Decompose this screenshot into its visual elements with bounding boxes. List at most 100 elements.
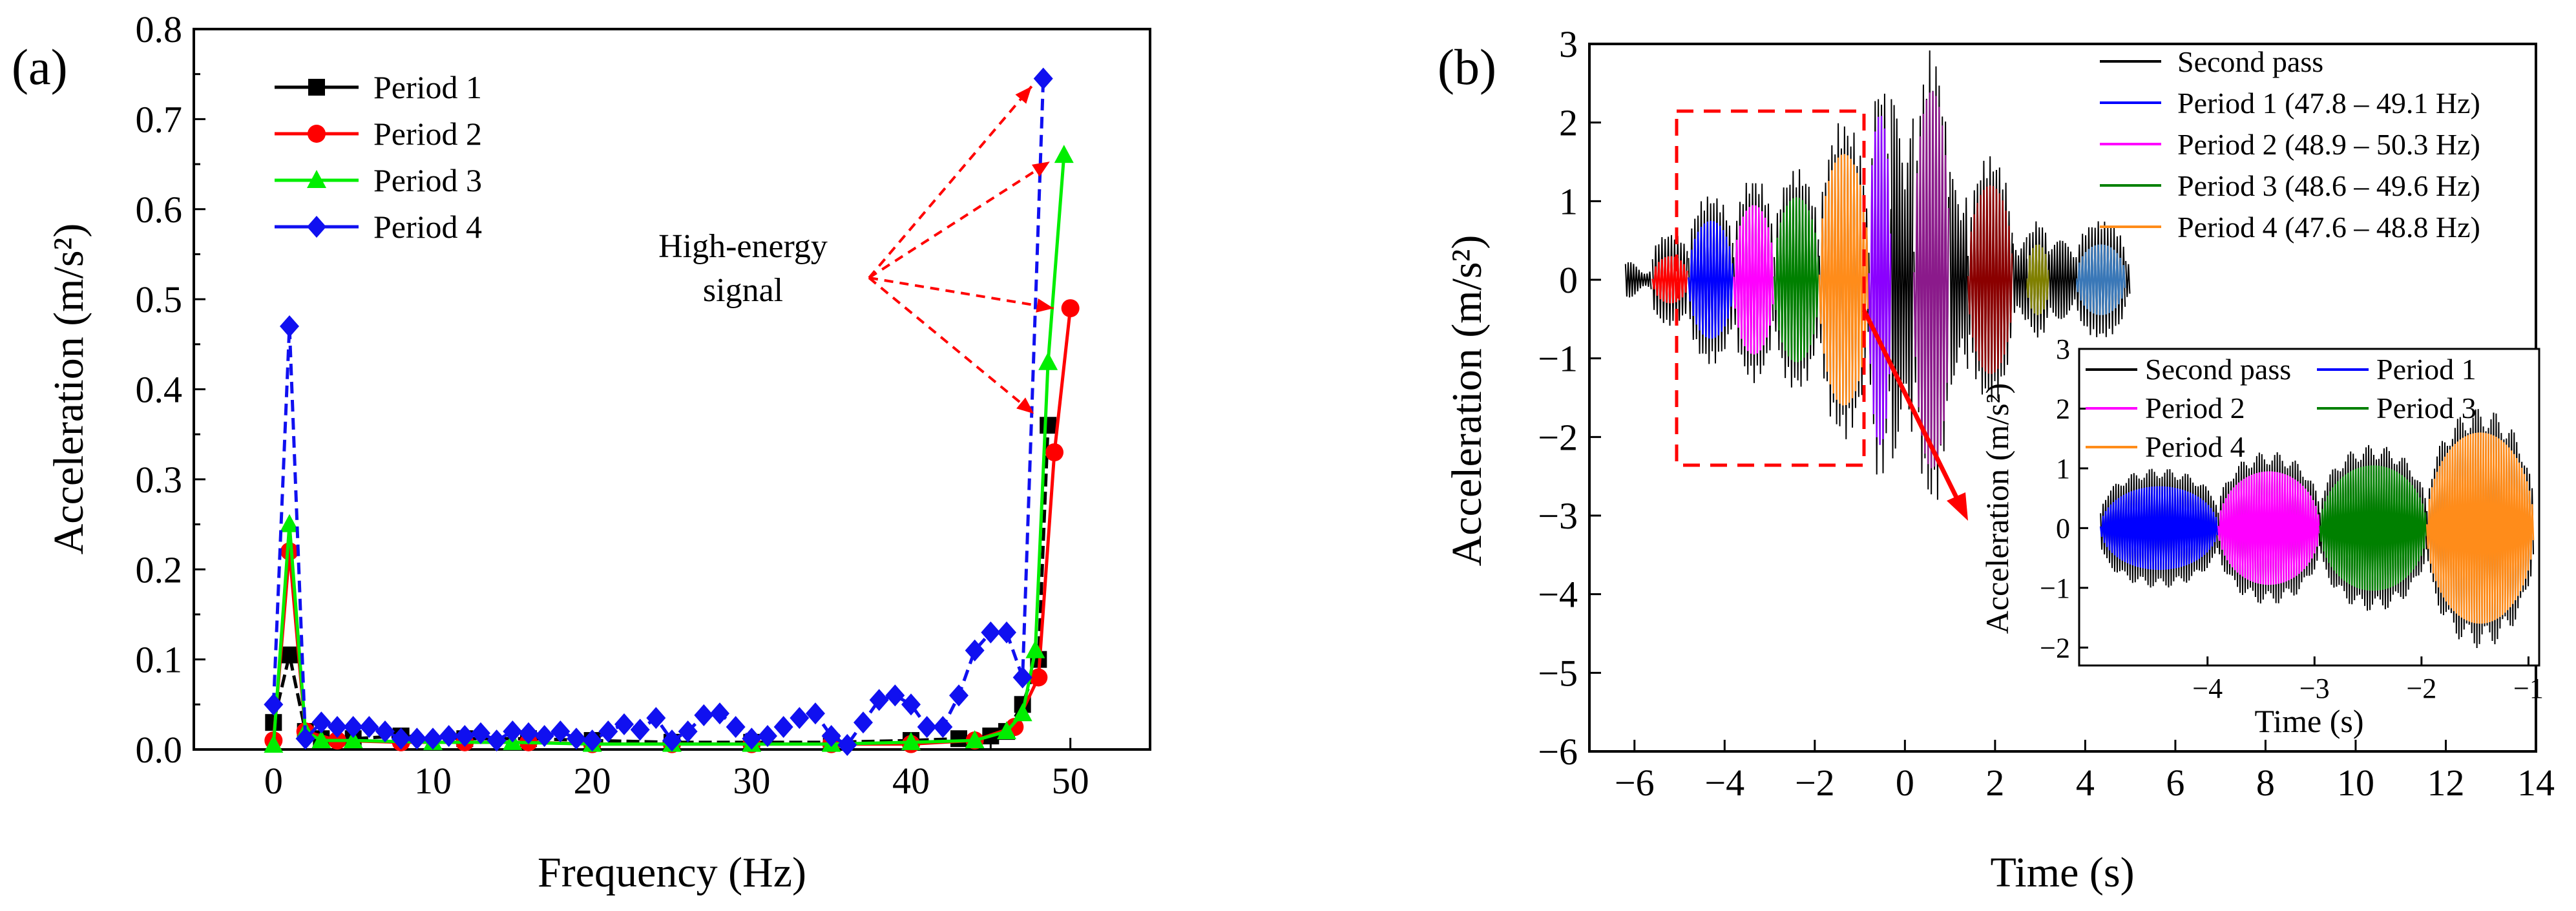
x-tick-label: 0 (264, 760, 283, 802)
triangle-marker (901, 731, 921, 750)
x-tick-label: 20 (574, 760, 611, 802)
circle-marker (308, 125, 326, 143)
circle-marker (1061, 299, 1080, 318)
inset-x-tick-label: −2 (2406, 673, 2436, 704)
diamond-marker (455, 725, 475, 748)
diamond-marker (901, 693, 921, 716)
inset-y-tick-label: −2 (2040, 632, 2070, 664)
inset-x-tick-label: −3 (2299, 673, 2330, 704)
diamond-marker (567, 728, 586, 750)
diamond-marker (503, 720, 523, 743)
panel-a-label: (a) (12, 39, 68, 95)
inset-legend-label: Period 2 (2145, 392, 2245, 424)
period-trace (1868, 116, 1892, 445)
annotation-arrow-head (1036, 298, 1054, 313)
zoom-arrow-head (1947, 492, 1968, 521)
annotation-arrow (868, 277, 1035, 415)
diamond-marker (295, 728, 315, 750)
diamond-marker (280, 315, 299, 337)
diamond-marker (582, 729, 602, 752)
x-tick-label: 12 (2427, 762, 2464, 804)
triangle-marker (307, 170, 326, 188)
panel-a-ylabel: Acceleration (m/s²) (45, 224, 92, 555)
annotation-arrow-head (1015, 86, 1032, 104)
panel-a-xlabel: Frequency (Hz) (538, 849, 806, 896)
diamond-marker (933, 716, 953, 738)
diamond-marker (423, 728, 443, 750)
triangle-marker (311, 730, 331, 749)
panel-b-label: (b) (1438, 39, 1496, 95)
diamond-marker (343, 716, 363, 738)
diamond-marker (694, 704, 714, 727)
diamond-marker (1012, 666, 1032, 689)
inset-legend: Second pass Period 1 Period 2 Period 3 Perio… (2086, 353, 2477, 463)
period-trace (1773, 197, 1819, 362)
diamond-marker (311, 711, 331, 734)
x-tick-label: −4 (1704, 762, 1744, 804)
triangle-marker (280, 514, 299, 532)
x-tick-label: 10 (2337, 762, 2374, 804)
circle-marker (280, 542, 298, 561)
diamond-marker (534, 725, 554, 748)
y-tick-label: 0.4 (136, 369, 183, 411)
diamond-marker (471, 722, 490, 744)
panel-a: (a) 0 10 20 30 40 50 0.0 0.1 0.2 0.3 0.4 0.5 0.6 0.7 0… (12, 8, 1151, 896)
y-tick-label: 0.2 (136, 549, 183, 591)
diamond-marker (917, 716, 937, 738)
legend-label: Period 2 (373, 116, 482, 152)
period-trace (1818, 154, 1869, 406)
legend-label: Period 3 (373, 162, 482, 198)
legend-label: Period 1 (373, 69, 482, 105)
diamond-marker (821, 725, 841, 748)
series-line (271, 308, 1073, 746)
series-1 (265, 417, 1057, 751)
second-pass-gap (1890, 99, 1914, 459)
y-tick-label: −1 (1538, 338, 1578, 380)
triangle-marker (343, 730, 363, 749)
diamond-marker (375, 720, 395, 743)
x-tick-label: 14 (2517, 762, 2555, 804)
inset-plot: −4 −3 −2 −1 −2 −1 0 1 2 3 Second pass Period 1 Peri… (1979, 333, 2544, 739)
diamond-marker (806, 702, 825, 725)
diamond-marker (869, 689, 889, 711)
y-tick-label: 0.5 (136, 278, 183, 320)
annotation-arrow-head (1016, 397, 1034, 414)
diamond-marker (359, 716, 379, 738)
second-pass-lead (1624, 262, 1652, 298)
diamond-marker (487, 729, 507, 752)
x-tick-label: −6 (1615, 762, 1655, 804)
period-trace (1688, 220, 1734, 339)
diamond-marker (773, 716, 793, 738)
annotation-line-1: High-energy (658, 228, 828, 265)
x-tick-label: 30 (733, 760, 770, 802)
panel-b-ylabel: Acceleration (m/s²) (1443, 235, 1491, 567)
annotation-arrow-head (1031, 162, 1050, 177)
legend-label: Period 3 (48.6 – 49.6 Hz) (2177, 169, 2480, 202)
high-energy-arrows (868, 85, 1054, 415)
triangle-marker (1025, 640, 1045, 658)
x-tick-label: 50 (1052, 760, 1089, 802)
triangle-marker (997, 721, 1016, 740)
inset-y-tick-label: 3 (2056, 333, 2070, 365)
inset-x-tick-label: −1 (2513, 673, 2544, 704)
inset-legend-label: Period 3 (2376, 392, 2477, 424)
y-tick-label: 0.7 (136, 98, 183, 140)
panel-b-legend: Second pass Period 1 (47.8 – 49.1 Hz) Peri… (2100, 45, 2480, 244)
second-pass-gap (2125, 260, 2131, 297)
period-trace (1913, 91, 1950, 468)
diamond-marker (758, 725, 777, 748)
y-tick-label: 0.3 (136, 459, 183, 501)
diamond-marker (598, 720, 618, 743)
period-trace (2217, 471, 2321, 585)
zoom-arrow (1861, 309, 1965, 512)
inset-waveform (2099, 409, 2535, 649)
inset-ylabel: Acceleration (m/s²) (1979, 383, 2015, 634)
diamond-marker (997, 621, 1016, 644)
panel-b-xlabel: Time (s) (1990, 849, 2134, 896)
second-pass-gap (2012, 237, 2027, 320)
second-pass-gap (2048, 240, 2077, 319)
y-tick-label: 1 (1559, 180, 1578, 222)
legend-label: Period 1 (47.8 – 49.1 Hz) (2177, 87, 2480, 120)
triangle-marker (264, 735, 284, 753)
inset-x-tick-label: −4 (2192, 673, 2223, 704)
